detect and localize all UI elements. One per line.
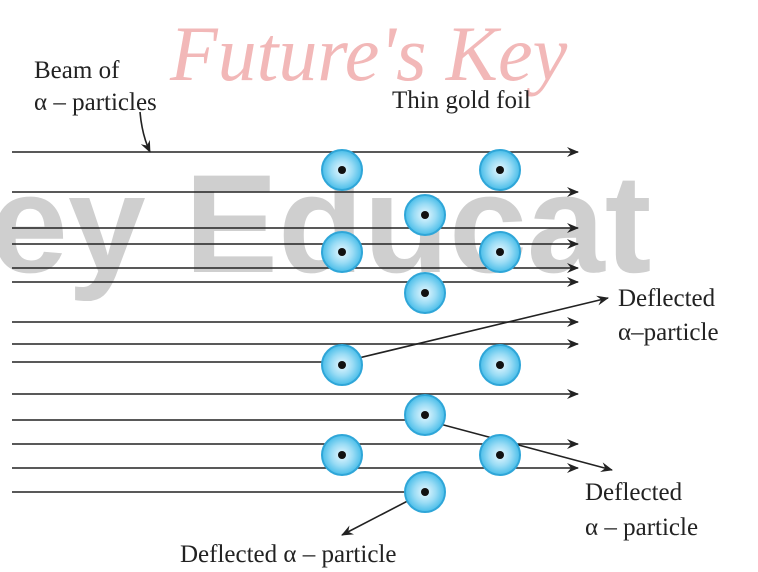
label: α – particle <box>585 514 698 541</box>
label: Deflected <box>618 285 716 312</box>
label: Thin gold foil <box>392 87 531 114</box>
watermark: Future's Key <box>169 10 568 97</box>
rutherford-diagram: Future's Key ey Educat Beam of α – parti… <box>0 0 758 572</box>
label: α–particle <box>618 319 719 346</box>
label: Deflected α – particle <box>180 541 396 568</box>
label: Deflected <box>585 479 683 506</box>
label: Beam of <box>34 57 120 84</box>
label: α – particles <box>34 89 157 116</box>
